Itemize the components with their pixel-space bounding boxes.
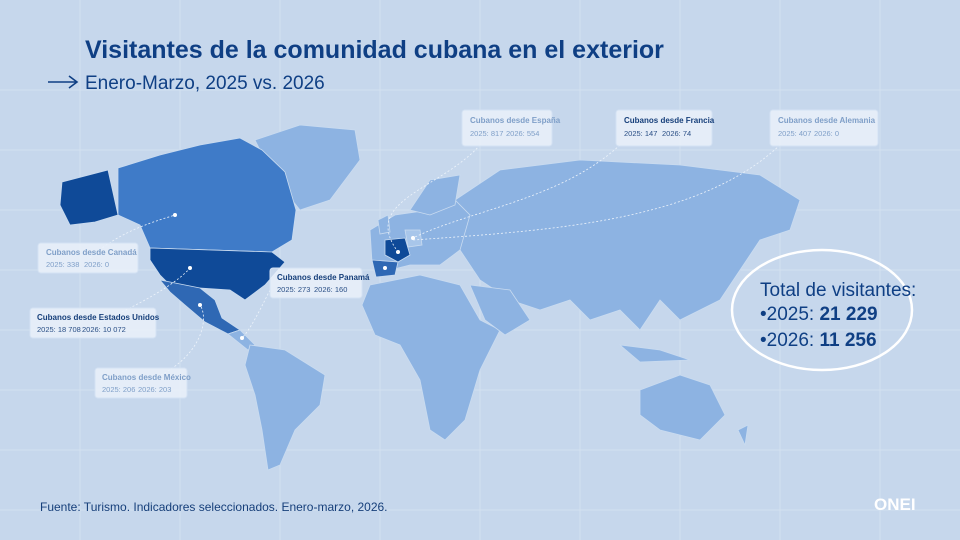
callout-value: 2025: 18 708: [37, 325, 81, 334]
callout-title: Cubanos desde México: [102, 373, 191, 382]
callout-value: 2025: 147: [624, 129, 657, 138]
title: Visitantes de la comunidad cubana en el …: [85, 36, 664, 64]
callout: Cubanos desde Francia 2025: 147 2026: 74: [615, 109, 715, 147]
callout-title: Cubanos desde España: [470, 116, 561, 125]
callout-value: 2026: 74: [662, 129, 691, 138]
callout-value: 2025: 407: [778, 129, 811, 138]
total-row: •2025: 21 229: [760, 304, 878, 325]
callout-title: Cubanos desde Francia: [624, 116, 715, 125]
subtitle: Enero-Marzo, 2025 vs. 2026: [85, 73, 325, 94]
callout: Cubanos desde Alemania 2025: 407 2026: 0: [769, 109, 879, 147]
callout-value: 2026: 10 072: [82, 325, 126, 334]
callout-value: 2026: 554: [506, 129, 539, 138]
callout: Cubanos desde México 2025: 206 2026: 203: [94, 367, 191, 399]
callout-value: 2025: 206: [102, 385, 135, 394]
callout: Cubanos desde Panamá 2025: 273 2026: 160: [269, 267, 370, 299]
callout-value: 2026: 0: [84, 260, 109, 269]
callout-value: 2026: 0: [814, 129, 839, 138]
callout: Cubanos desde Estados Unidos 2025: 18 708…: [29, 307, 160, 339]
total-year: •2026:: [760, 330, 814, 351]
source: Fuente: Turismo. Indicadores seleccionad…: [40, 500, 388, 514]
arrow-icon: [48, 75, 79, 89]
total-value: 11 256: [819, 330, 876, 351]
logo: ONEI: [874, 495, 916, 514]
callout-value: 2026: 160: [314, 285, 347, 294]
callout-value: 2025: 338: [46, 260, 79, 269]
callout-value: 2025: 273: [277, 285, 310, 294]
total-label: Total de visitantes:: [760, 280, 916, 301]
callout: Cubanos desde Canadá 2025: 338 2026: 0: [37, 242, 139, 274]
total-row: •2026: 11 256: [760, 330, 877, 351]
callout-title: Cubanos desde Alemania: [778, 116, 876, 125]
callout-title: Cubanos desde Estados Unidos: [37, 313, 160, 322]
callout: Cubanos desde España 2025: 817 2026: 554: [461, 109, 561, 147]
total-value: 21 229: [819, 304, 877, 325]
callout-value: 2025: 817: [470, 129, 503, 138]
callout-value: 2026: 203: [138, 385, 171, 394]
callout-title: Cubanos desde Panamá: [277, 273, 370, 282]
total-box: Total de visitantes: •2025: 21 229 •2026…: [730, 248, 916, 372]
world-map: [59, 124, 801, 471]
callout-title: Cubanos desde Canadá: [46, 248, 137, 257]
total-year: •2025:: [760, 304, 814, 325]
